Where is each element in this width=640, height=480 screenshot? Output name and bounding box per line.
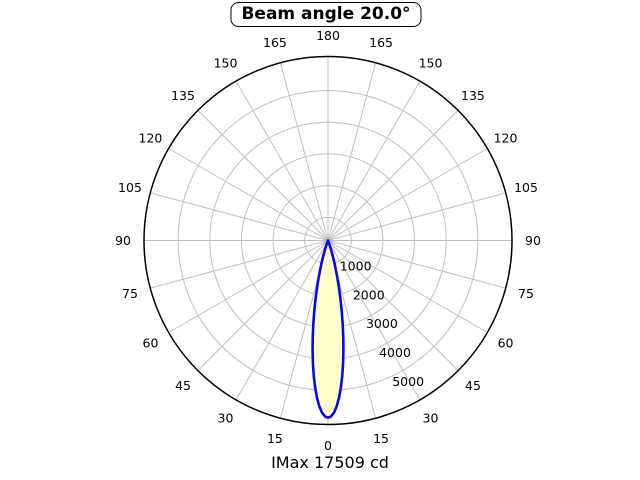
- spoke-line: [279, 62, 329, 241]
- r-tick-label: 3000: [366, 316, 398, 331]
- angle-tick-label: 150: [214, 55, 238, 70]
- r-tick-label: 2000: [353, 287, 385, 302]
- angle-tick-label: 15: [373, 431, 389, 446]
- spoke-line: [327, 240, 421, 401]
- angle-tick-label: 105: [514, 180, 538, 195]
- imax-label: IMax 17509 cd: [271, 453, 389, 472]
- angle-tick-label: 105: [118, 180, 142, 195]
- spoke-line: [168, 240, 329, 333]
- r-tick-label: 5000: [392, 374, 424, 389]
- angle-tick-label: 90: [115, 233, 131, 248]
- spoke-line: [327, 148, 488, 241]
- angle-tick-label: 120: [139, 130, 163, 145]
- spoke-line: [327, 240, 459, 371]
- angle-tick-label: 75: [122, 286, 138, 301]
- angle-tick-label: 60: [143, 335, 159, 350]
- spoke-line: [327, 192, 506, 241]
- angle-tick-label: 45: [465, 378, 481, 393]
- angle-tick-label: 0: [324, 438, 332, 453]
- beam-lobe: [311, 239, 345, 420]
- spoke-line: [235, 80, 329, 241]
- spoke-line: [150, 192, 329, 241]
- angle-tick-label: 180: [316, 28, 340, 43]
- spoke-line: [197, 110, 329, 241]
- chart-title-box: Beam angle 20.0°: [230, 2, 422, 27]
- outer-ring: [143, 55, 513, 426]
- angle-tick-label: 165: [369, 35, 393, 50]
- angle-tick-label: 135: [171, 88, 195, 103]
- angle-tick-label: 30: [423, 410, 439, 425]
- spoke-line: [235, 240, 329, 401]
- angle-tick-label: 60: [498, 335, 514, 350]
- spoke-line: [327, 62, 377, 241]
- spoke-line: [327, 240, 506, 289]
- chart-title: Beam angle 20.0°: [241, 4, 411, 24]
- angle-tick-label: 135: [461, 88, 485, 103]
- angle-tick-label: 165: [263, 35, 287, 50]
- r-tick-label: 4000: [379, 345, 411, 360]
- r-tick-label: 1000: [340, 259, 372, 274]
- angle-tick-label: 120: [494, 130, 518, 145]
- spoke-line: [197, 240, 329, 371]
- angle-tick-label: 150: [419, 55, 443, 70]
- angle-tick-label: 15: [267, 431, 283, 446]
- spoke-line: [327, 80, 421, 241]
- spoke-line: [168, 148, 329, 241]
- spoke-line: [327, 240, 488, 333]
- angle-tick-label: 75: [518, 286, 534, 301]
- spoke-line: [150, 240, 329, 289]
- angle-tick-label: 45: [175, 378, 191, 393]
- angle-tick-label: 30: [218, 410, 234, 425]
- spoke-line: [327, 110, 459, 241]
- angle-tick-label: 90: [525, 233, 541, 248]
